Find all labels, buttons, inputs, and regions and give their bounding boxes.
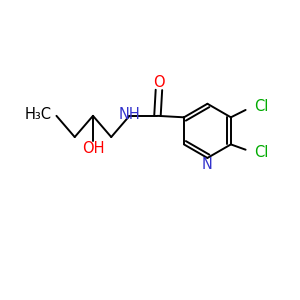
Text: N: N [202, 157, 213, 172]
Text: OH: OH [82, 141, 104, 156]
Text: NH: NH [118, 107, 140, 122]
Text: O: O [153, 75, 165, 90]
Text: H₃C: H₃C [24, 107, 51, 122]
Text: Cl: Cl [254, 145, 268, 160]
Text: Cl: Cl [254, 99, 268, 114]
